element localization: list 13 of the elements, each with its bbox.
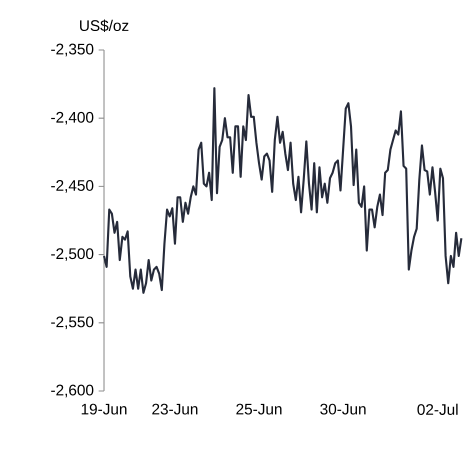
- x-tick-label: 30-Jun: [320, 404, 366, 415]
- y-tick-label: -2,600: [51, 384, 94, 398]
- x-tick-label: 02-Jul: [417, 404, 458, 415]
- x-tick-label: 19-Jun: [82, 404, 126, 415]
- x-tick-label: 25-Jun: [236, 404, 282, 415]
- x-tick-label: 23-Jun: [152, 404, 198, 415]
- y-tick-label: -2,450: [51, 180, 94, 193]
- y-axis-title: US$/oz: [80, 20, 128, 32]
- y-tick-label: -2,400: [51, 112, 94, 125]
- y-tick-label: -2,350: [51, 44, 94, 56]
- y-tick-label: -2,500: [51, 248, 94, 261]
- line-series: [102, 87, 462, 294]
- y-tick-label: -2,550: [51, 316, 94, 330]
